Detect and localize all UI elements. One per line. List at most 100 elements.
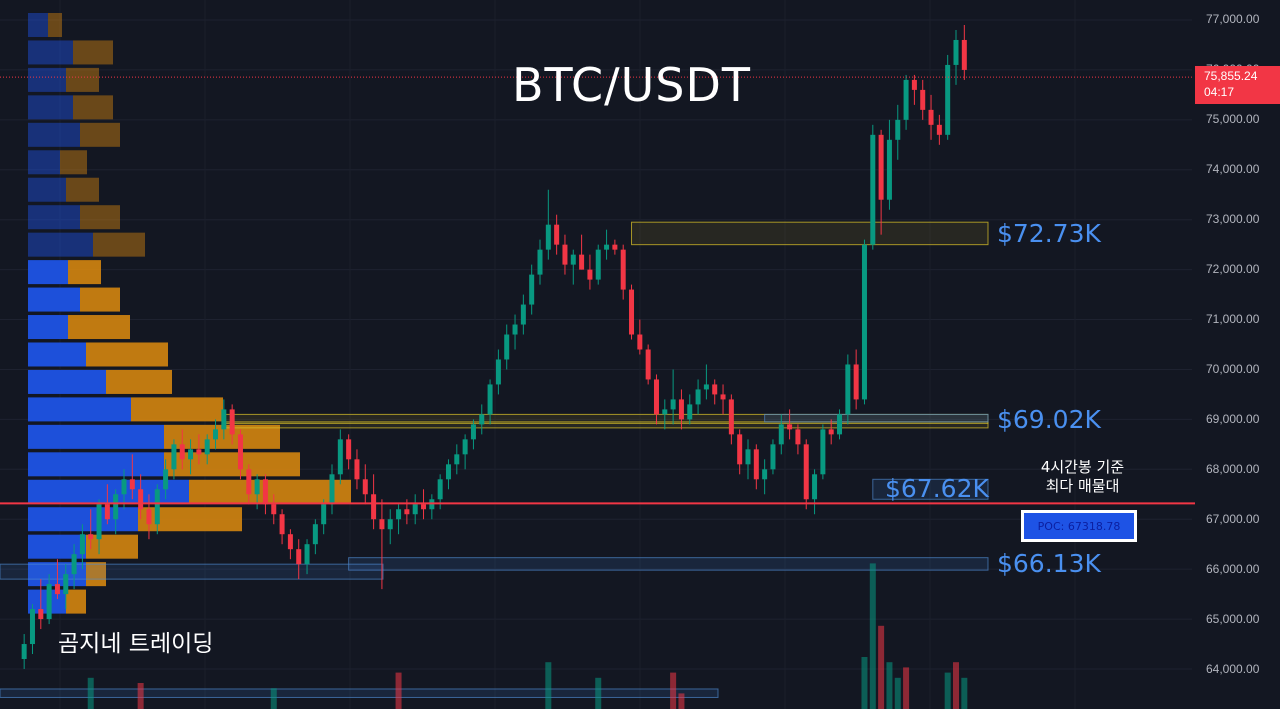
candle-body	[961, 39, 967, 70]
candle	[837, 409, 843, 440]
volume-profile-buy-bar	[28, 424, 164, 449]
candle-body	[953, 39, 959, 65]
candle-body	[462, 439, 468, 455]
candle	[71, 544, 77, 590]
candle-body	[886, 139, 892, 200]
candle	[595, 244, 601, 285]
volume-bar	[903, 667, 910, 709]
candle	[396, 504, 402, 535]
volume-profile-sell-bar	[138, 507, 242, 532]
price-tick: 75,000.00	[1206, 112, 1260, 126]
candle	[587, 254, 593, 290]
volume-profile-sell-bar	[80, 122, 120, 147]
candle	[88, 509, 94, 550]
candle-body	[479, 414, 485, 425]
level-label-3: $67.62K	[885, 474, 989, 503]
candle-body	[146, 509, 152, 525]
candle	[221, 399, 227, 440]
candle	[362, 464, 368, 505]
volume-profile-buy-bar	[28, 67, 66, 92]
candle	[820, 424, 826, 480]
level-zone	[872, 478, 989, 500]
candle-body	[387, 519, 393, 530]
candle	[229, 404, 235, 445]
volume-profile-buy-bar	[28, 452, 164, 477]
candle-body	[604, 244, 610, 250]
candle-body	[920, 89, 926, 110]
candle	[562, 234, 568, 275]
volume-profile-buy-bar	[28, 260, 68, 285]
candle-body	[745, 449, 751, 465]
candle-body	[911, 79, 917, 90]
candle-body	[554, 224, 560, 245]
candle-body	[254, 479, 260, 495]
chart-title: BTC/USDT	[512, 58, 751, 112]
price-tick: 68,000.00	[1206, 462, 1260, 476]
candle-body	[38, 609, 44, 620]
candle	[612, 239, 618, 255]
candle-body	[778, 424, 784, 445]
volume-profile-buy-bar	[28, 534, 86, 559]
candle-body	[803, 444, 809, 500]
candle-body	[487, 384, 493, 415]
candle	[38, 579, 44, 630]
candle-body	[753, 449, 759, 480]
volume-profile-buy-bar	[28, 12, 48, 37]
level-zones	[0, 221, 989, 698]
candle	[936, 114, 942, 145]
candle	[620, 244, 626, 300]
candle	[246, 464, 252, 505]
candle-body	[728, 399, 734, 435]
volume-profile-buy-bar	[28, 95, 73, 120]
price-axis[interactable]: 77,000.00 76,000.00 75,000.00 74,000.00 …	[1192, 0, 1280, 709]
candle	[129, 454, 135, 500]
level-label-4: $66.13K	[997, 549, 1101, 578]
candle-body	[29, 609, 35, 645]
volume-profile-sell-bar	[80, 205, 120, 230]
candle-body	[321, 504, 327, 525]
candle	[645, 344, 651, 385]
candle	[570, 249, 576, 285]
candle-body	[662, 409, 668, 415]
candle	[554, 214, 560, 255]
candle-body	[396, 509, 402, 520]
candle-body	[371, 494, 377, 520]
candle	[487, 379, 493, 425]
candle	[920, 79, 926, 120]
candle	[287, 529, 293, 560]
candle	[886, 119, 892, 210]
volume-profile	[28, 12, 351, 614]
candle-body	[670, 399, 676, 410]
candle-body	[287, 534, 293, 550]
candle-body	[870, 134, 876, 245]
candle-body	[878, 134, 884, 200]
candle	[604, 229, 610, 260]
candle-body	[653, 379, 659, 415]
current-price-value: 75,855.24	[1204, 69, 1258, 83]
volume-bar	[869, 563, 876, 709]
candle-body	[845, 364, 851, 415]
volume-profile-buy-bar	[28, 479, 189, 504]
candle-body	[520, 304, 526, 325]
candle	[387, 509, 393, 545]
candle-body	[629, 289, 635, 335]
candle-body	[262, 479, 268, 505]
candle-body	[362, 479, 368, 495]
candle-body	[46, 584, 52, 620]
candle	[262, 474, 268, 515]
candle-body	[437, 479, 443, 500]
candle	[961, 24, 967, 80]
candle	[21, 634, 27, 669]
candle-body	[229, 409, 235, 435]
volume-profile-buy-bar	[28, 287, 80, 312]
candle-body	[529, 274, 535, 305]
candle	[653, 374, 659, 425]
candle	[279, 509, 285, 545]
candle-body	[837, 414, 843, 435]
candle-body	[54, 584, 60, 595]
level-zone	[764, 413, 989, 423]
candle	[945, 54, 951, 140]
candle	[812, 469, 818, 515]
candle	[179, 429, 185, 470]
